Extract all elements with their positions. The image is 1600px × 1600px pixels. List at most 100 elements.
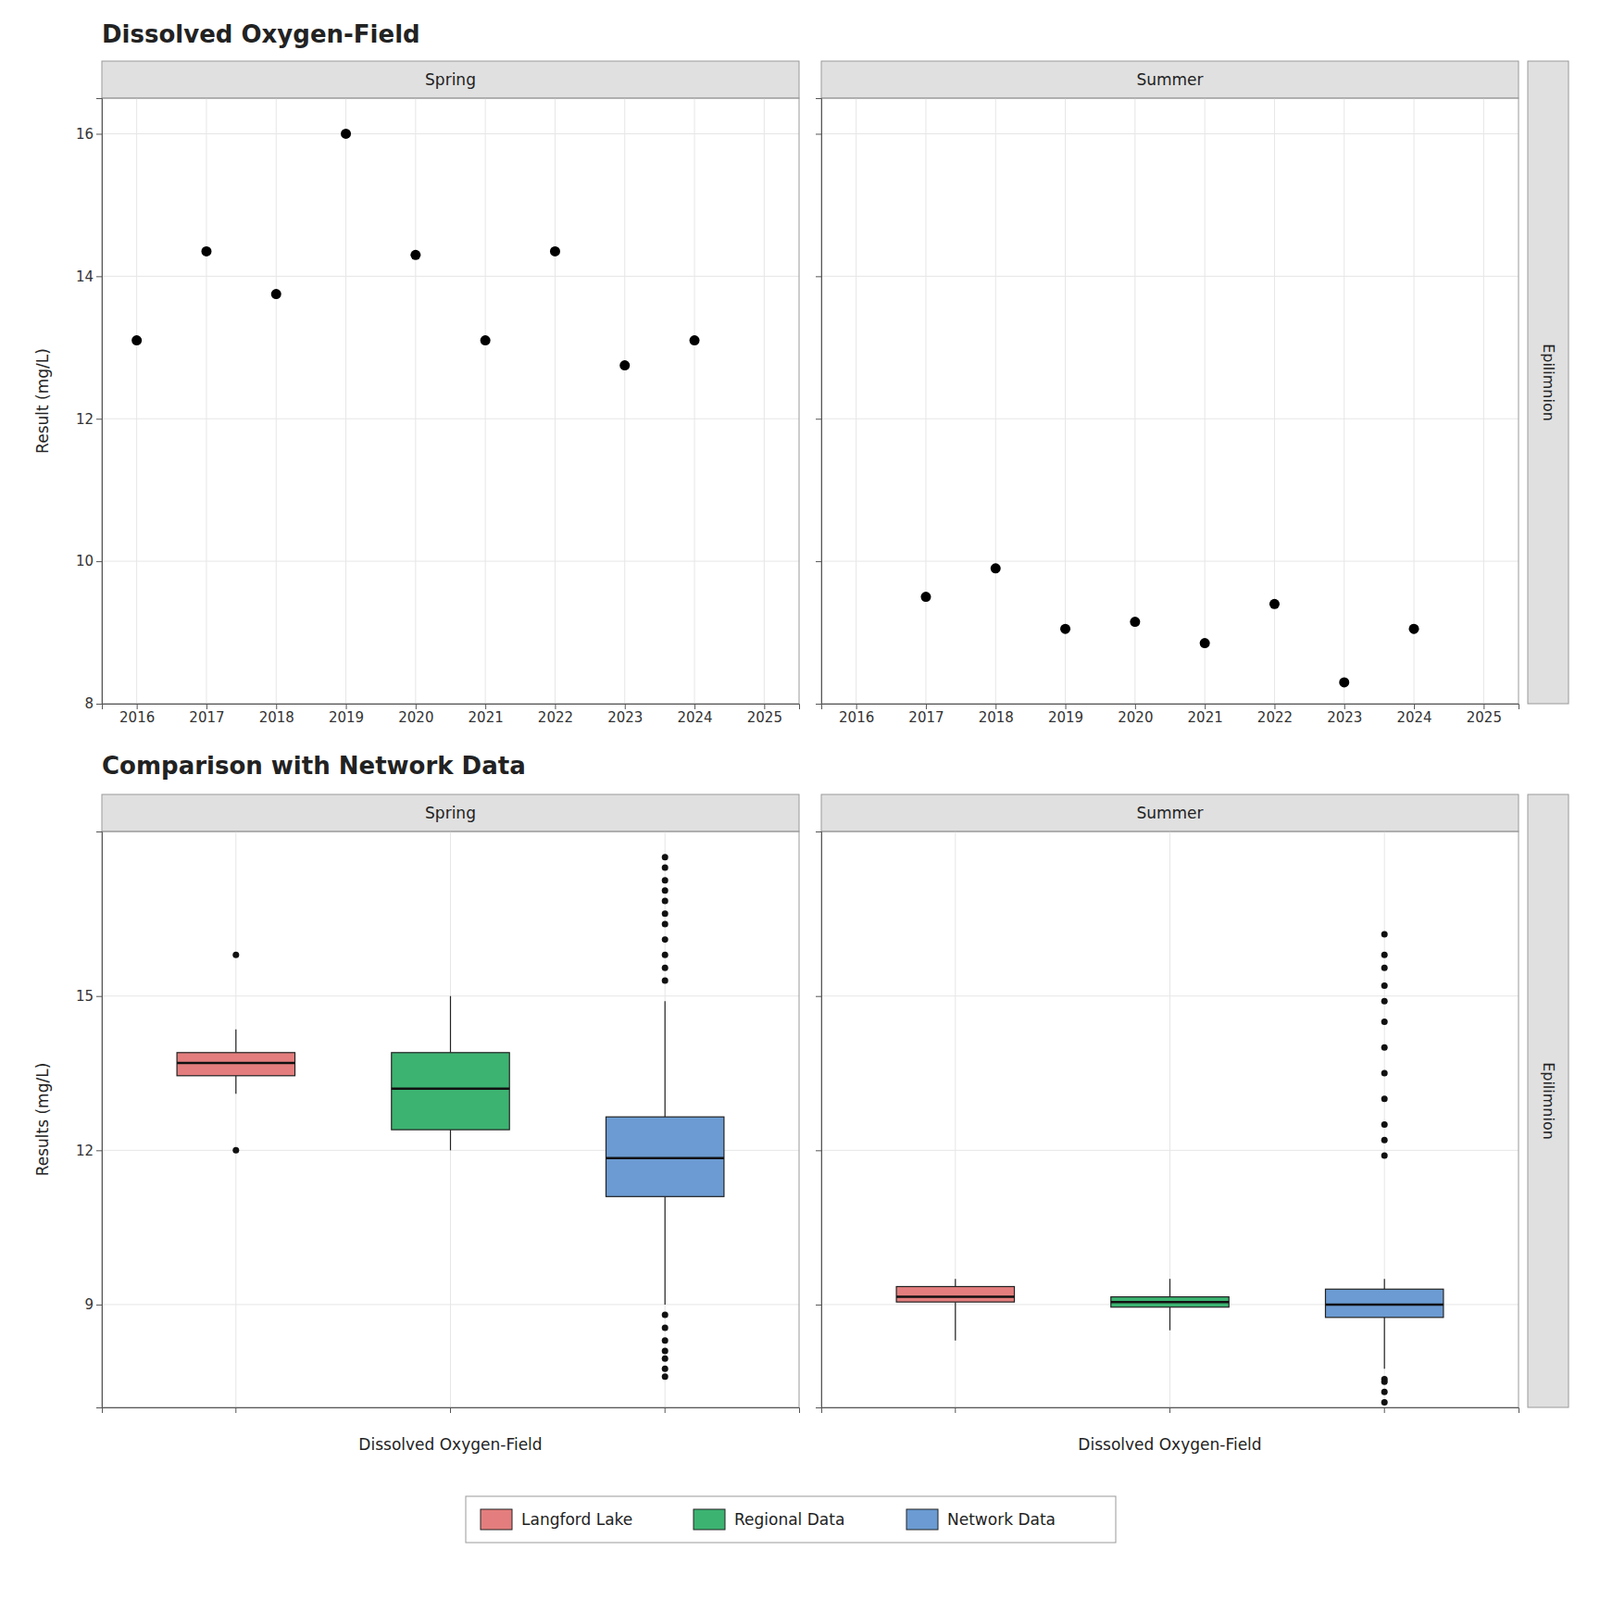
box xyxy=(605,853,724,1380)
outlier xyxy=(1381,1095,1388,1102)
box-body xyxy=(176,1052,295,1076)
annotation: Epilimnion xyxy=(1539,343,1558,422)
tick: 2024 xyxy=(676,703,713,726)
tick-label: 2022 xyxy=(537,709,574,726)
strip-label: Summer xyxy=(1136,70,1203,89)
title: Comparison with Network Data xyxy=(101,751,526,780)
outlier xyxy=(662,1312,669,1319)
tick-label: 2018 xyxy=(978,709,1014,726)
tick: 12 xyxy=(75,411,102,428)
legend-swatch xyxy=(480,1509,513,1530)
grid-line xyxy=(554,98,556,704)
strip-label: Spring xyxy=(425,803,476,823)
box-body xyxy=(391,1052,510,1130)
grid-line xyxy=(1064,98,1066,704)
legend-item: Langford Lake xyxy=(480,1509,633,1530)
plot-frame xyxy=(101,98,800,704)
tick: 10 xyxy=(75,552,102,570)
whisker xyxy=(235,1029,237,1053)
whisker xyxy=(664,1196,666,1305)
box-body xyxy=(1325,1288,1443,1318)
whisker xyxy=(450,996,451,1053)
tick-label: 10 xyxy=(75,552,94,570)
tick-mark xyxy=(96,133,102,135)
outlier xyxy=(662,910,669,917)
axis-title: Dissolved Oxygen-Field xyxy=(358,1435,542,1454)
median xyxy=(391,1087,510,1090)
strip-label: Summer xyxy=(1136,803,1203,823)
legend-swatch xyxy=(906,1509,938,1530)
outlier xyxy=(1381,1375,1388,1383)
median xyxy=(605,1156,724,1160)
point xyxy=(1338,676,1350,688)
strip xyxy=(101,61,800,99)
panel: Comparison with Network Data Spring 91215 D… xyxy=(33,751,800,1454)
axis: 91215 xyxy=(75,832,103,1409)
panel: Dissolved Oxygen-FieldSpring201620172018… xyxy=(33,20,800,726)
whisker xyxy=(1169,1307,1171,1331)
outlier xyxy=(1381,998,1388,1005)
tick-label: 15 xyxy=(75,987,94,1005)
tick xyxy=(815,996,822,998)
outlier xyxy=(662,876,669,884)
panel: SummerEpilimnion201620172018201920202021… xyxy=(815,61,1569,726)
tick: 2017 xyxy=(188,703,225,726)
outlier xyxy=(662,951,669,959)
grid-line xyxy=(1169,831,1171,1408)
box-body xyxy=(896,1286,1014,1302)
outlier xyxy=(662,1355,669,1363)
grid-line xyxy=(1483,98,1485,704)
grid-line xyxy=(485,98,487,704)
tick: 2017 xyxy=(908,703,944,726)
axis: 2016201720182019202020212022202320242025 xyxy=(822,703,1520,726)
point xyxy=(480,335,491,346)
grid xyxy=(821,98,1519,704)
tick-mark xyxy=(450,1407,451,1413)
outlier xyxy=(1381,982,1388,989)
tick-label: 14 xyxy=(75,268,94,286)
tick-mark xyxy=(96,996,102,998)
annotation: Epilimnion xyxy=(1539,1062,1558,1140)
outlier xyxy=(232,1147,239,1154)
point xyxy=(1129,616,1140,627)
tick-label: 2021 xyxy=(1187,709,1224,726)
title: Dissolved Oxygen-Field xyxy=(101,20,421,49)
tick-mark xyxy=(815,133,822,135)
tick xyxy=(815,275,822,277)
tick: 2023 xyxy=(607,703,643,726)
tick: 15 xyxy=(75,987,102,1005)
boxes xyxy=(896,931,1444,1406)
grid-line xyxy=(1274,98,1275,704)
tick-label: 2018 xyxy=(259,709,295,726)
outlier xyxy=(1381,1044,1388,1051)
tick-label: 2020 xyxy=(398,709,434,726)
tick-mark xyxy=(815,561,822,563)
plot-frame xyxy=(101,831,800,1408)
grid-line xyxy=(1204,98,1206,704)
points xyxy=(131,128,700,371)
legend-label: Regional Data xyxy=(734,1510,845,1529)
grid-line xyxy=(235,831,237,1408)
grid-line xyxy=(855,98,857,704)
boxes xyxy=(176,853,725,1380)
tick xyxy=(815,1150,822,1151)
grid-line xyxy=(624,98,625,704)
point xyxy=(1060,624,1071,635)
outlier xyxy=(1381,1018,1388,1025)
outlier xyxy=(1381,931,1388,938)
tick xyxy=(815,418,822,420)
outlier xyxy=(662,977,669,985)
tick-mark xyxy=(235,1407,237,1413)
point xyxy=(689,335,700,346)
tick: 2016 xyxy=(119,703,155,726)
tick-label: 2019 xyxy=(328,709,364,726)
box xyxy=(896,1278,1014,1341)
tick-mark xyxy=(815,996,822,998)
tick-mark xyxy=(815,703,822,705)
tick xyxy=(815,1304,822,1306)
tick: 2020 xyxy=(1117,703,1153,726)
grid xyxy=(821,831,1519,1408)
grid-line xyxy=(1384,831,1386,1408)
outlier xyxy=(662,853,669,861)
point xyxy=(990,562,1001,574)
